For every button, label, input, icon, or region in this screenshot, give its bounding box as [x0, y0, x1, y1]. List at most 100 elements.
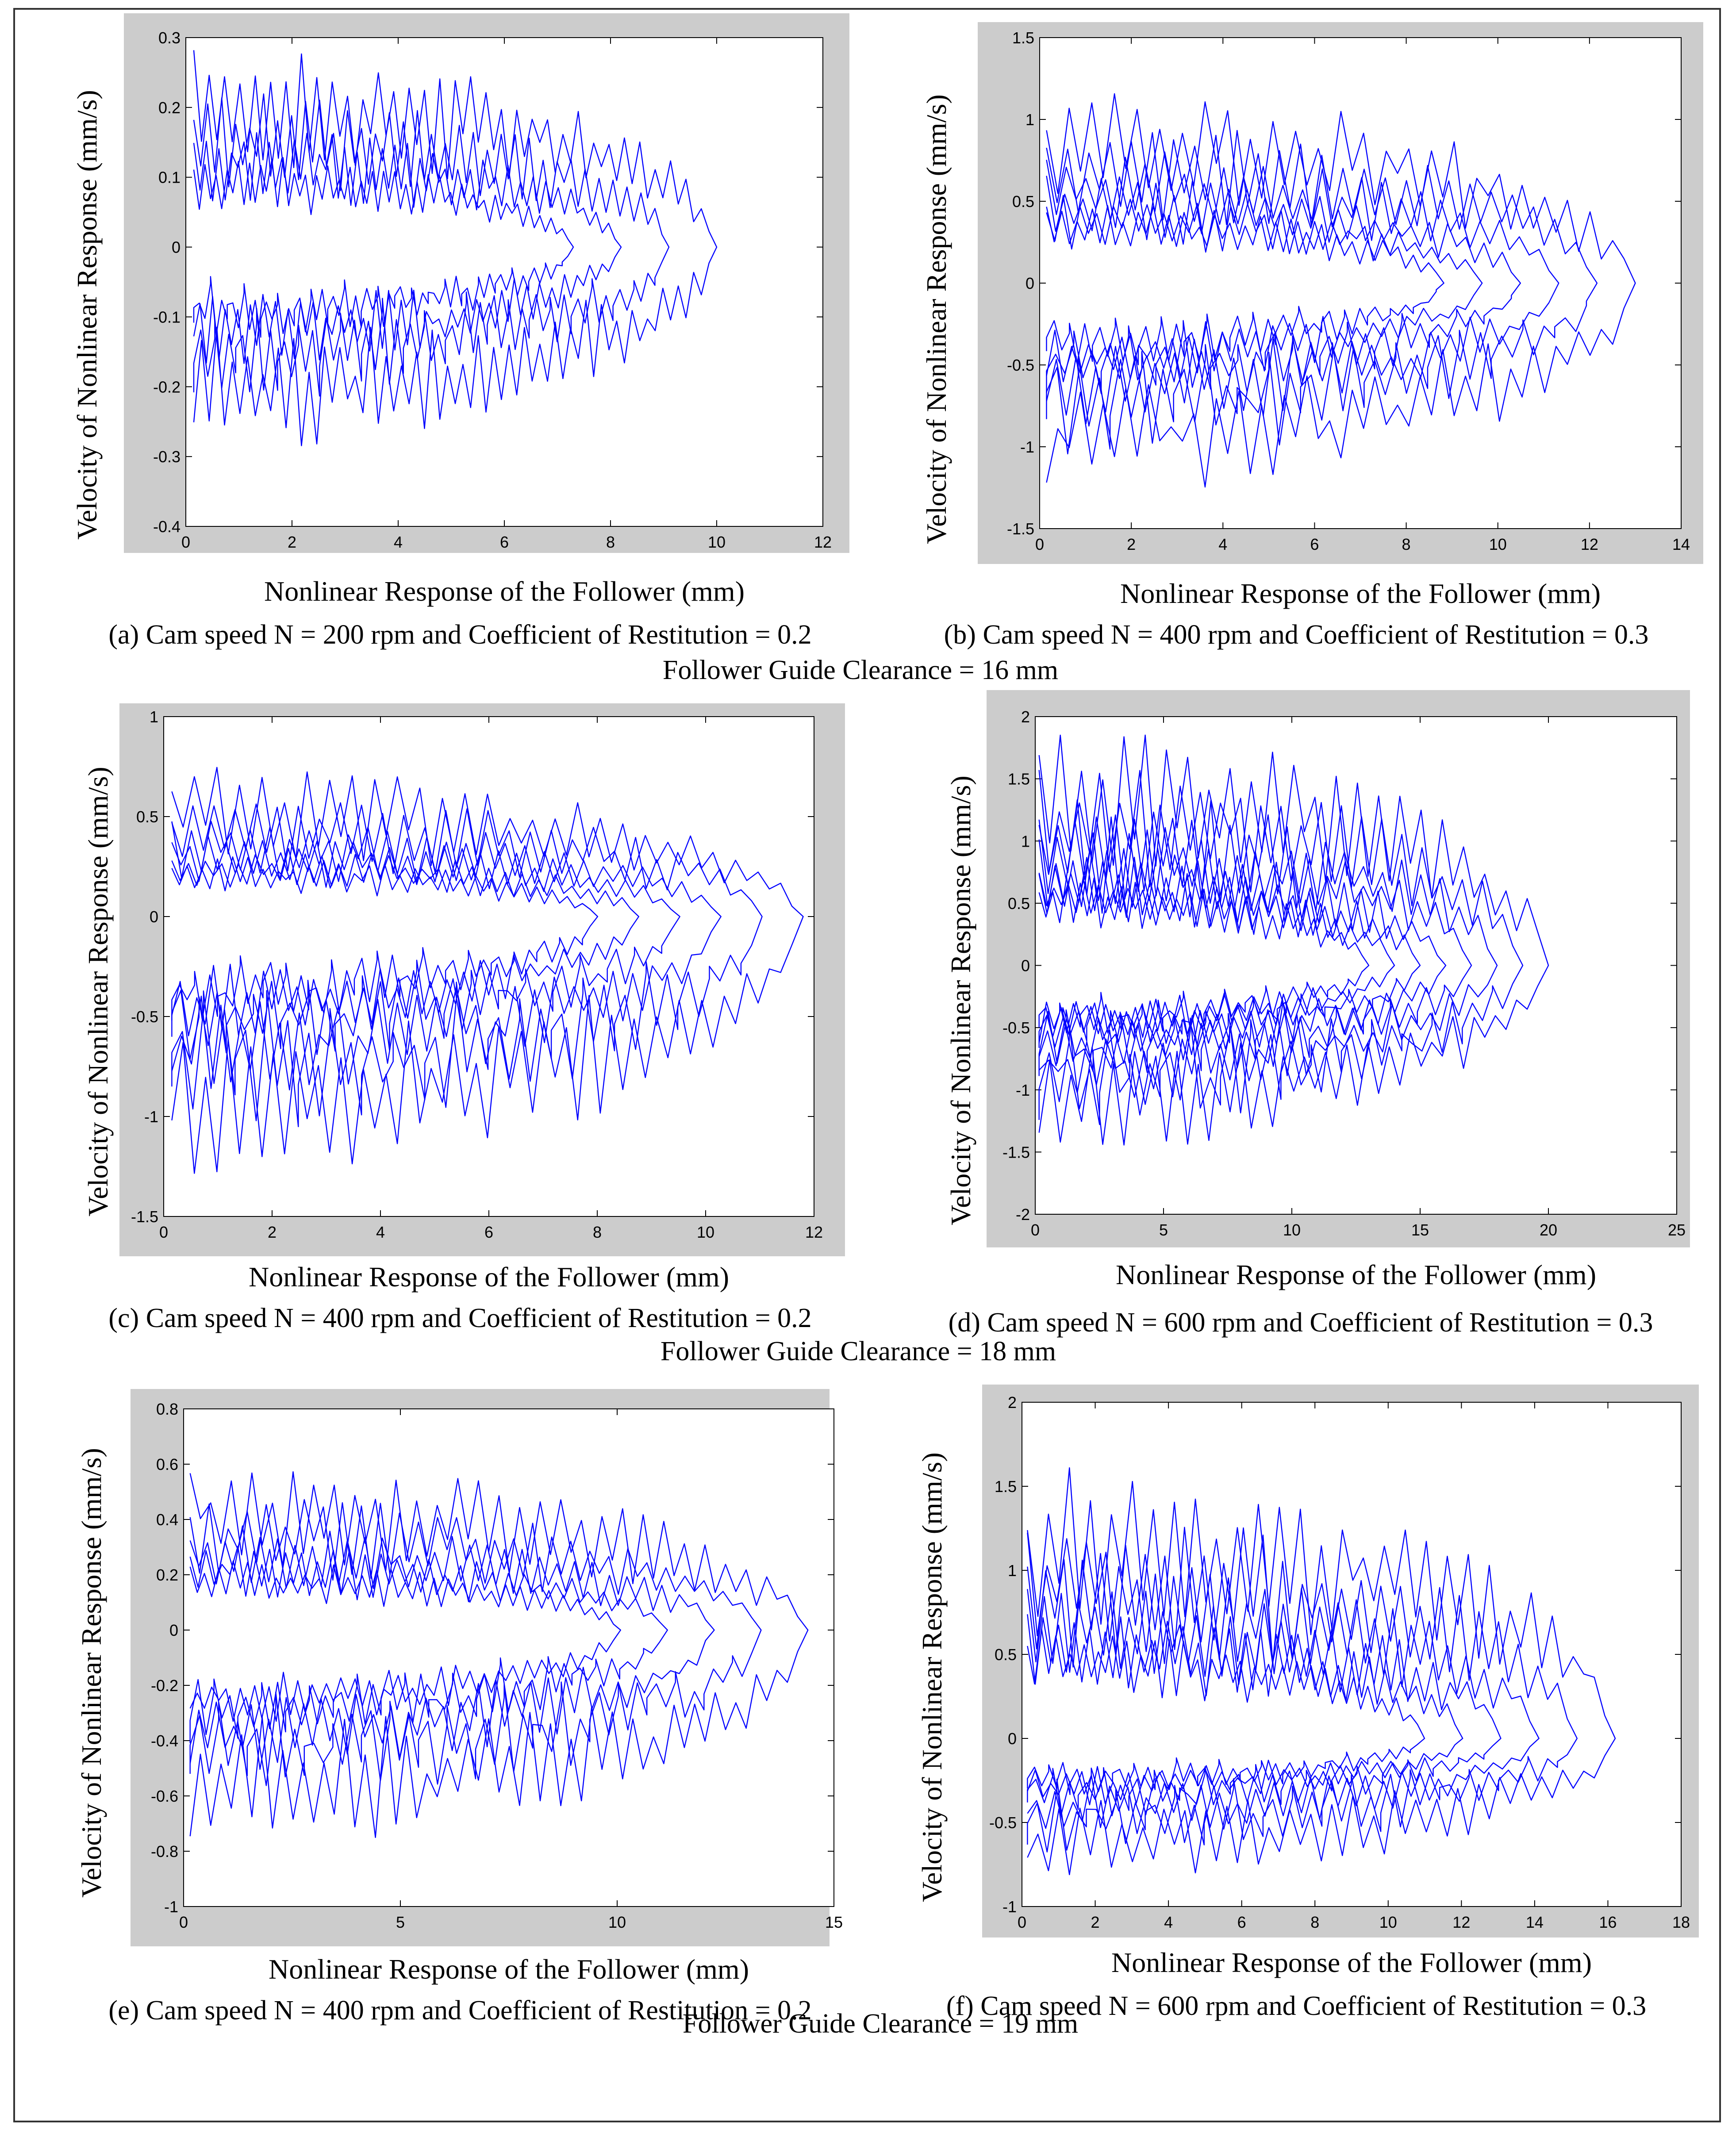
chart-e-ytick-label: 0	[169, 1621, 178, 1639]
chart-c-trajectory-loop	[171, 835, 680, 1060]
chart-b-xtick-label: 0	[1035, 535, 1044, 553]
chart-d-trajectory-loop	[1038, 872, 1395, 1043]
chart-a-trajectory-loop	[193, 93, 670, 397]
chart-d-ytick-label: 0	[1021, 957, 1030, 975]
chart-f-xtick-label: 14	[1526, 1913, 1544, 1931]
chart-f-ytick-label: 0	[1008, 1730, 1017, 1748]
chart-b-ytick-label: -0.5	[1007, 356, 1034, 374]
chart-d-trajectory-loop	[1038, 734, 1549, 1146]
chart-e-ytick-label: -0.8	[151, 1842, 178, 1861]
chart-e-trajectory-loop	[189, 1560, 621, 1722]
chart-b-svg: 0 2 4 6 8 10 12 14 -1.5 -1 -0.5 0 0.5 1 1.5	[978, 22, 1703, 564]
chart-f-ytick-label: 1.5	[995, 1477, 1017, 1496]
chart-e-ytick-label: 0.4	[156, 1511, 178, 1529]
chart-f-trajectory-loop	[1027, 1589, 1502, 1816]
chart-d-xtick-label: 15	[1411, 1221, 1429, 1239]
figure-frame	[13, 8, 1721, 2122]
chart-a-caption: (a) Cam speed N = 200 rpm and Coefficien…	[108, 620, 812, 650]
chart-a-trajectory-loop	[193, 50, 718, 446]
chart-b-trajectory-loop	[1046, 195, 1483, 383]
chart-c-xtick-label: 6	[484, 1223, 493, 1241]
chart-f-svg: 0 2 4 6 8 10 12 14 16 18 -1 -0.5 0 0.5 1 1.5 2	[982, 1385, 1699, 1937]
chart-b-xtick-label: 6	[1310, 535, 1319, 553]
chart-a-ytick-label: 0.3	[158, 29, 181, 47]
chart-a-ytick-label: -0.1	[153, 308, 181, 326]
chart-e-xtick-label: 0	[179, 1913, 188, 1931]
chart-d-xtick-label: 25	[1668, 1221, 1686, 1239]
chart-c-xtick-label: 0	[159, 1223, 168, 1241]
chart-e-trajectory-loop	[189, 1499, 762, 1786]
chart-panel-b: 0 2 4 6 8 10 12 14 -1.5 -1 -0.5 0 0.5 1 1.5 Velocity o…	[876, 13, 1708, 650]
chart-d-trajectory-loop	[1038, 839, 1447, 1066]
chart-c-plot-area	[163, 716, 814, 1217]
chart-f-xtick-label: 6	[1237, 1913, 1246, 1931]
chart-d-trajectory-loop	[1038, 770, 1524, 1125]
chart-b-xtick-label: 2	[1127, 535, 1136, 553]
chart-e-trajectory-loop	[189, 1525, 715, 1770]
chart-f-ytick-label: -1	[1002, 1898, 1017, 1916]
chart-a-xtick-label: 4	[394, 533, 403, 551]
chart-e-trajectory-loop	[189, 1546, 668, 1743]
clearance-label-19: Follower Guide Clearance = 19 mm	[682, 2009, 1079, 2039]
chart-c-xtick-label: 2	[268, 1223, 277, 1241]
chart-b-xtick-label: 4	[1218, 535, 1227, 553]
chart-a-trajectory-loop	[193, 157, 574, 338]
chart-b-ytick-label: 0.5	[1012, 192, 1034, 211]
chart-a-xtick-label: 0	[181, 533, 190, 551]
chart-f-xtick-label: 10	[1379, 1913, 1397, 1931]
chart-b-xtick-label: 10	[1489, 535, 1507, 553]
chart-d-ylabel: Velocity of Nonlinear Response (mm/s)	[945, 775, 976, 1225]
chart-a-plot-area	[185, 37, 823, 527]
chart-e-svg: 0 5 10 15 -1 -0.8 -0.6 -0.4 -0.2 0 0.2 0.4 0.6 0.8	[131, 1389, 843, 1946]
chart-e-ytick-label: -0.6	[151, 1787, 178, 1805]
chart-f-xtick-label: 16	[1599, 1913, 1617, 1931]
chart-a-xtick-label: 8	[606, 533, 615, 551]
chart-e-ytick-label: 0.2	[156, 1566, 178, 1584]
chart-c-ytick-label: 0.5	[136, 808, 158, 826]
chart-f-trajectory-loop	[1027, 1527, 1578, 1853]
chart-c-ytick-label: -1	[144, 1108, 158, 1126]
chart-c-ytick-label: -0.5	[131, 1008, 158, 1026]
chart-b-xtick-label: 8	[1402, 535, 1411, 553]
chart-d-trajectory-loop	[1038, 799, 1498, 1098]
chart-b-ytick-label: -1.5	[1007, 520, 1034, 538]
chart-b-trajectory-loop	[1046, 205, 1444, 365]
chart-f-ytick-label: 0.5	[995, 1646, 1017, 1664]
chart-c-trajectory-loop	[171, 802, 763, 1128]
chart-b-xlabel: Nonlinear Response of the Follower (mm)	[1120, 578, 1601, 609]
chart-d-ytick-label: 1.5	[1008, 770, 1030, 788]
chart-b-xtick-label: 14	[1672, 535, 1690, 553]
chart-d-trajectory-loop	[1038, 856, 1421, 1048]
chart-c-trajectory-loop	[171, 821, 722, 1091]
chart-e-xtick-label: 5	[396, 1913, 405, 1931]
chart-panel-a: 0 2 4 6 8 10 12 -0.4 -0.3 -0.2 -0.1 0 0.1 0.2 0.3 Velo…	[18, 13, 858, 650]
chart-d-ytick-label: -2	[1016, 1205, 1030, 1224]
chart-b-trajectory-loop	[1046, 93, 1636, 488]
chart-c-ytick-label: -1.5	[131, 1208, 158, 1226]
chart-b-trajectory-loop	[1046, 130, 1598, 455]
chart-f-trajectory-loop	[1027, 1553, 1540, 1834]
chart-a-ytick-label: 0.2	[158, 99, 181, 117]
chart-c-trajectory-loop	[171, 848, 639, 1036]
chart-a-xtick-label: 6	[500, 533, 509, 551]
chart-a-ylabel: Velocity of Nonlinear Response (mm/s)	[71, 90, 103, 540]
chart-d-ytick-label: -0.5	[1002, 1019, 1030, 1037]
chart-e-ylabel: Velocity of Nonlinear Response (mm/s)	[76, 1448, 107, 1898]
clearance-label-18: Follower Guide Clearance = 18 mm	[660, 1336, 1056, 1366]
chart-b-ytick-label: 1	[1025, 111, 1034, 129]
chart-f-ylabel: Velocity of Nonlinear Response (mm/s)	[916, 1452, 948, 1902]
chart-f-trajectory-loop	[1027, 1467, 1616, 1876]
chart-b-ytick-label: 1.5	[1012, 29, 1034, 47]
chart-d-ytick-label: 1	[1021, 832, 1030, 850]
chart-d-svg: 0 5 10 15 20 25 -2 -1.5 -1 -0.5 0 0.5 1 1.5 2	[987, 690, 1690, 1247]
chart-f-xtick-label: 12	[1452, 1913, 1470, 1931]
chart-f-xtick-label: 18	[1672, 1913, 1690, 1931]
chart-a-svg: 0 2 4 6 8 10 12 -0.4 -0.3 -0.2 -0.1 0 0.1 0.2 0.3	[124, 13, 849, 553]
chart-d-trajectory-loop	[1038, 816, 1472, 1076]
chart-c-ytick-label: 1	[150, 708, 158, 726]
chart-a-ytick-label: 0	[172, 238, 181, 257]
chart-b-caption: (b) Cam speed N = 400 rpm and Coefficien…	[944, 620, 1649, 650]
chart-b-xtick-label: 12	[1581, 535, 1598, 553]
chart-e-ytick-label: -0.2	[151, 1676, 178, 1695]
chart-c-xlabel: Nonlinear Response of the Follower (mm)	[249, 1261, 729, 1293]
